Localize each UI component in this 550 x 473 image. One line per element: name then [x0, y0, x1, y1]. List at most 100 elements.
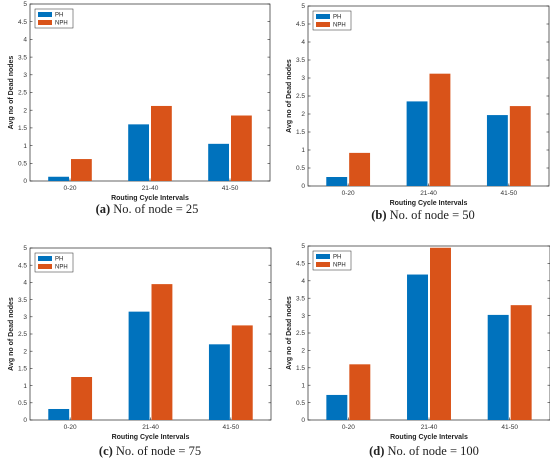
bar-nph-41-50 [509, 106, 531, 186]
x-tick-label: 21-40 [142, 424, 159, 431]
x-tick-label: 41-50 [501, 190, 518, 197]
legend-label-ph: PH [55, 257, 63, 263]
x-tick-label: 0-20 [342, 190, 355, 197]
x-axis-label: Routing Cycle Intervals [390, 200, 468, 207]
y-tick-label: 4 [301, 39, 305, 46]
caption-text: No. of node = 25 [110, 202, 198, 216]
bar-nph-21-40 [429, 73, 451, 186]
y-tick-label: 1.5 [18, 125, 27, 132]
y-tick-label: 3 [301, 75, 305, 82]
bar-ph-0-20 [326, 394, 348, 420]
panel-caption: (d) No. of node = 100 [369, 444, 479, 458]
caption-text: No. of node = 100 [384, 444, 479, 458]
bar-ph-21-40 [407, 274, 428, 420]
y-tick-label: 3.5 [18, 297, 27, 304]
y-tick-label: 1 [301, 147, 305, 154]
legend-swatch-nph [316, 22, 330, 27]
y-tick-label: 1.5 [296, 129, 305, 136]
legend-swatch-nph [38, 20, 52, 25]
caption-label: (b) [371, 208, 386, 222]
y-tick-label: 2.5 [296, 93, 305, 100]
y-tick-label: 3.5 [18, 54, 27, 61]
bar-ph-41-50 [486, 115, 508, 186]
bar-nph-0-20 [71, 377, 93, 420]
legend-label-ph: PH [55, 13, 63, 19]
y-tick-label: 0 [301, 417, 305, 424]
plot-area [29, 3, 271, 182]
y-axis-label: Avg no of Dead nodes [286, 59, 293, 133]
x-axis-label: Routing Cycle Intervals [112, 434, 190, 441]
y-tick-label: 4.5 [296, 261, 305, 268]
y-tick-label: 2.5 [18, 331, 27, 338]
y-tick-label: 0 [23, 178, 27, 185]
y-tick-label: 4.5 [18, 262, 27, 269]
legend-swatch-ph [38, 12, 52, 17]
legend-swatch-ph [316, 14, 330, 19]
bar-nph-21-40 [151, 284, 173, 420]
legend-label-nph: NPH [333, 23, 346, 29]
bar-nph-0-20 [349, 152, 371, 186]
bar-ph-41-50 [208, 143, 229, 181]
x-tick-label: 21-40 [420, 190, 437, 197]
legend-swatch-nph [316, 262, 330, 267]
y-tick-label: 3.5 [296, 57, 305, 64]
y-tick-label: 4.5 [296, 21, 305, 28]
bar-ph-0-20 [48, 176, 69, 181]
panel-caption: (a) No. of node = 25 [96, 202, 199, 216]
y-axis-label: Avg no of Dead nodes [8, 56, 15, 130]
bar-ph-0-20 [326, 177, 348, 186]
y-tick-label: 3 [23, 72, 27, 79]
legend-swatch-ph [316, 254, 330, 259]
x-tick-label: 41-50 [223, 424, 240, 431]
legend-label-nph: NPH [333, 263, 346, 269]
bar-nph-0-20 [71, 159, 92, 181]
y-tick-label: 1 [23, 143, 27, 150]
chart-panel-2: 0 0.5 1 1.5 2 2.5 3 3.5 4 4.5 5 Avg no of Dead node… [286, 3, 550, 222]
caption-label: (d) [369, 444, 384, 458]
y-axis-label: Avg no of Dead nodes [8, 297, 15, 371]
y-tick-label: 0.5 [296, 400, 305, 407]
y-tick-label: 1.5 [18, 366, 27, 373]
y-tick-label: 3 [301, 313, 305, 320]
bar-nph-41-50 [231, 325, 253, 420]
y-tick-label: 2.5 [18, 90, 27, 97]
x-axis-label: Routing Cycle Intervals [390, 434, 468, 441]
y-tick-label: 5 [301, 3, 305, 10]
chart-panel-1: 0 0.5 1 1.5 2 2.5 3 3.5 4 4.5 5 Avg no of Dead node… [8, 1, 271, 216]
y-tick-label: 0 [301, 183, 305, 190]
y-tick-label: 4.5 [18, 19, 27, 26]
bar-nph-21-40 [430, 247, 451, 420]
bar-ph-41-50 [208, 344, 230, 420]
panel-caption: (c) No. of node = 75 [99, 444, 201, 458]
caption-text: No. of node = 50 [386, 208, 474, 222]
chart-panel-3: 0 0.5 1 1.5 2 2.5 3 3.5 4 4.5 5 Avg no of Dead node… [8, 245, 272, 458]
plot-area [307, 5, 550, 187]
bar-ph-21-40 [128, 311, 150, 420]
y-tick-label: 1.5 [296, 365, 305, 372]
caption-label: (a) [96, 202, 111, 216]
plot-area [307, 245, 550, 421]
legend-swatch-ph [38, 256, 52, 261]
legend-label-nph: NPH [55, 21, 68, 27]
y-tick-label: 3.5 [296, 295, 305, 302]
y-tick-label: 0 [23, 417, 27, 424]
bar-nph-0-20 [349, 364, 371, 420]
y-tick-label: 0.5 [18, 161, 27, 168]
x-tick-label: 0-20 [64, 424, 77, 431]
x-tick-label: 0-20 [63, 185, 76, 192]
y-tick-label: 2 [301, 348, 305, 355]
bar-ph-21-40 [128, 124, 149, 181]
x-tick-label: 41-50 [222, 185, 239, 192]
y-tick-label: 1 [23, 383, 27, 390]
y-tick-label: 5 [23, 245, 27, 252]
y-tick-label: 1 [301, 382, 305, 389]
y-tick-label: 3 [23, 314, 27, 321]
x-axis-label: Routing Cycle Intervals [111, 195, 189, 202]
caption-text: No. of node = 75 [113, 444, 201, 458]
bar-nph-41-50 [231, 115, 252, 181]
legend-label-ph: PH [333, 15, 341, 21]
y-tick-label: 4 [23, 280, 27, 287]
y-tick-label: 4 [23, 37, 27, 44]
y-tick-label: 2 [301, 111, 305, 118]
